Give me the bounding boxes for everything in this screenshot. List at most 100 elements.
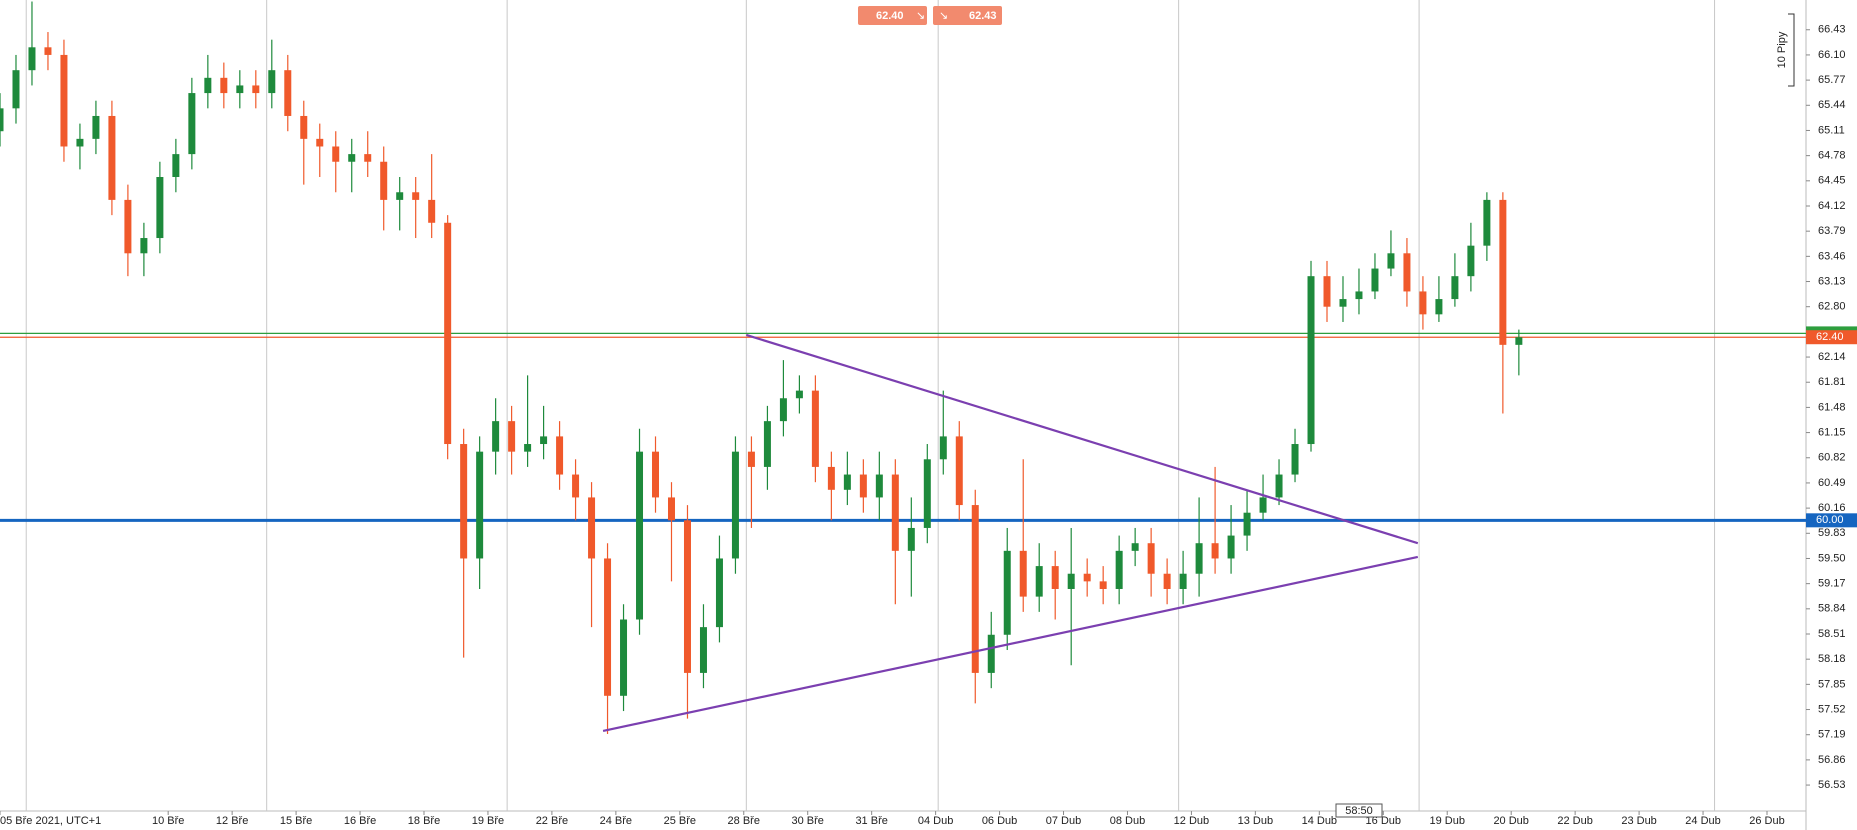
x-tick-label: 22 Bře bbox=[536, 815, 568, 827]
candle-body bbox=[779, 398, 787, 422]
candle-body bbox=[572, 474, 580, 498]
price-tag bbox=[1806, 513, 1857, 528]
candle-body bbox=[1195, 543, 1203, 574]
y-tick-label: 59.83 bbox=[1818, 527, 1846, 539]
y-tick-label: 60.82 bbox=[1818, 452, 1846, 464]
y-tick-label: 61.15 bbox=[1818, 426, 1846, 438]
trend-line bbox=[745, 333, 1419, 545]
candle-body bbox=[987, 634, 995, 673]
candle-body bbox=[875, 474, 883, 498]
x-tick-label: 24 Dub bbox=[1685, 815, 1720, 827]
y-tick-label: 64.78 bbox=[1818, 150, 1846, 162]
candle-body bbox=[636, 451, 644, 620]
price-tag bbox=[1806, 330, 1857, 345]
candle-body bbox=[843, 474, 851, 490]
candle-body bbox=[268, 70, 276, 94]
candle-body bbox=[12, 70, 20, 109]
candle-body bbox=[428, 199, 436, 223]
x-tick-label: 19 Bře bbox=[472, 815, 504, 827]
candle-body bbox=[747, 451, 755, 467]
quote-label: 62.43 bbox=[969, 10, 997, 22]
candle-body bbox=[0, 108, 4, 132]
candle-body bbox=[1483, 199, 1491, 246]
quote-label: 62.40 bbox=[876, 10, 904, 22]
quote-button[interactable] bbox=[933, 6, 1002, 25]
y-tick-label: 62.14 bbox=[1818, 351, 1846, 363]
x-tick-label: 31 Bře bbox=[855, 815, 887, 827]
candle-body bbox=[300, 115, 308, 139]
candle-body bbox=[124, 199, 132, 254]
x-tick-label: 13 Dub bbox=[1238, 815, 1273, 827]
candle-body bbox=[44, 47, 52, 55]
x-tick-label: 16 Bře bbox=[344, 815, 376, 827]
x-tick-label: 26 Dub bbox=[1749, 815, 1784, 827]
x-tick-label: 24 Bře bbox=[600, 815, 632, 827]
candle-body bbox=[364, 154, 372, 162]
candle-body bbox=[907, 527, 915, 551]
candle-body bbox=[1163, 573, 1171, 589]
candle-body bbox=[444, 222, 452, 445]
candle-body bbox=[971, 505, 979, 673]
candle-body bbox=[667, 497, 675, 521]
candle-body bbox=[348, 154, 356, 162]
x-tick-label: 19 Dub bbox=[1429, 815, 1464, 827]
candle-body bbox=[891, 474, 899, 551]
scale-label: 10 Pipy bbox=[1776, 31, 1788, 68]
candle-body bbox=[1211, 543, 1219, 559]
candle-body bbox=[556, 436, 564, 475]
y-tick-label: 57.52 bbox=[1818, 703, 1846, 715]
candle-body bbox=[1275, 474, 1283, 498]
x-tick-label: 14 Dub bbox=[1302, 815, 1337, 827]
y-tick-label: 63.13 bbox=[1818, 275, 1846, 287]
candle-body bbox=[140, 238, 148, 254]
price-tag-label: 60.00 bbox=[1816, 514, 1844, 526]
candle-body bbox=[524, 444, 532, 452]
candle-body bbox=[811, 390, 819, 467]
candle-body bbox=[380, 161, 388, 200]
quote-arrow: ↘ bbox=[939, 10, 948, 22]
candle-body bbox=[412, 192, 420, 200]
y-tick-label: 59.17 bbox=[1818, 578, 1846, 590]
candle-body bbox=[492, 421, 500, 452]
y-tick-label: 58.18 bbox=[1818, 653, 1846, 665]
candle-body bbox=[1051, 566, 1059, 589]
y-tick-label: 60.16 bbox=[1818, 502, 1846, 514]
countdown: 58:50 bbox=[1345, 805, 1373, 817]
candle-body bbox=[108, 115, 116, 200]
candle-body bbox=[220, 77, 228, 94]
candle-body bbox=[939, 436, 947, 460]
candle-body bbox=[1371, 268, 1379, 292]
y-tick-label: 62.80 bbox=[1818, 301, 1846, 313]
candle-body bbox=[1515, 337, 1523, 345]
candle-body bbox=[476, 451, 484, 559]
y-tick-label: 56.86 bbox=[1818, 754, 1846, 766]
quote-arrow: ↘ bbox=[916, 10, 925, 22]
x-tick-label: 06 Dub bbox=[982, 815, 1017, 827]
x-tick-label: 15 Bře bbox=[280, 815, 312, 827]
y-tick-label: 57.19 bbox=[1818, 729, 1846, 741]
candle-body bbox=[92, 115, 100, 139]
candle-body bbox=[1227, 535, 1235, 559]
candle-body bbox=[1067, 573, 1075, 589]
candle-body bbox=[1387, 253, 1395, 269]
candle-body bbox=[923, 459, 931, 528]
candle-body bbox=[204, 77, 212, 94]
candle-body bbox=[236, 85, 244, 94]
candle-body bbox=[76, 138, 84, 147]
x-tick-label: 18 Bře bbox=[408, 815, 440, 827]
candle-body bbox=[1179, 573, 1187, 589]
candle-body bbox=[1499, 199, 1507, 345]
x-tick-label: 20 Dub bbox=[1493, 815, 1528, 827]
candle-body bbox=[1435, 299, 1443, 315]
x-tick-label: 23 Dub bbox=[1621, 815, 1656, 827]
x-tick-label: 30 Bře bbox=[792, 815, 824, 827]
candle-body bbox=[284, 70, 292, 116]
candle-body bbox=[396, 192, 404, 200]
candle-body bbox=[1115, 550, 1123, 589]
candle-body bbox=[172, 154, 180, 178]
x-tick-label: 25 Bře bbox=[664, 815, 696, 827]
quote-button[interactable] bbox=[858, 6, 927, 25]
x-tick-label: 22 Dub bbox=[1557, 815, 1592, 827]
